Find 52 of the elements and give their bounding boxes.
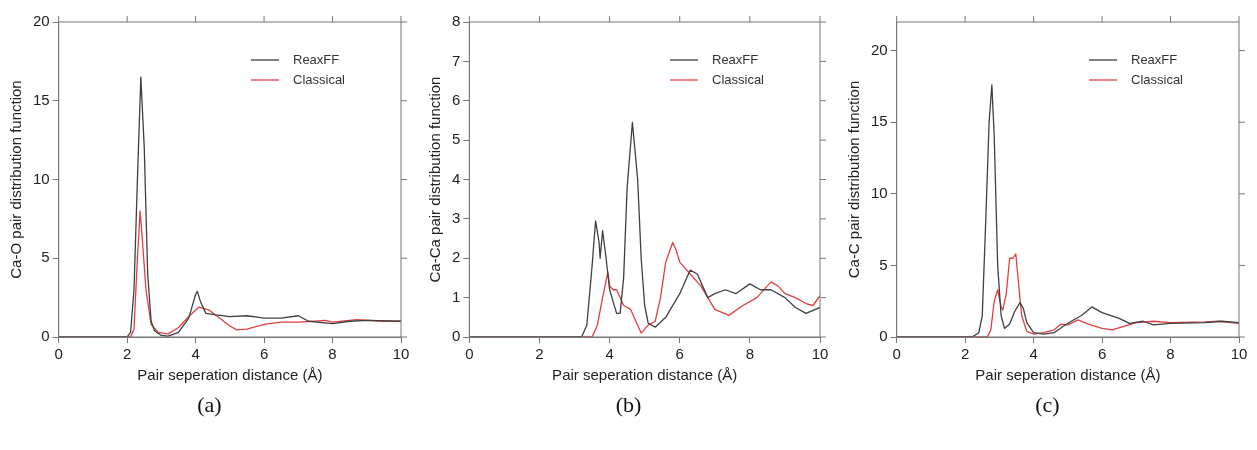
x-tick-label: 4 bbox=[1029, 345, 1038, 363]
y-tick-label: 6 bbox=[452, 90, 461, 108]
legend-label: ReaxFF bbox=[293, 51, 340, 67]
y-tick-label: 15 bbox=[871, 112, 888, 130]
x-tick-label: 0 bbox=[465, 345, 474, 363]
text: (a) bbox=[196, 392, 223, 418]
y-axis-title: Ca-O pair distribution function bbox=[7, 80, 25, 279]
y-tick-label: 5 bbox=[452, 130, 461, 148]
text: (b) bbox=[614, 392, 643, 418]
y-tick-label: 5 bbox=[41, 248, 50, 266]
x-tick-label: 8 bbox=[328, 345, 337, 363]
y-tick-label: 4 bbox=[452, 169, 461, 187]
y-tick-label: 5 bbox=[879, 255, 888, 273]
legend-label: ReaxFF bbox=[712, 51, 759, 67]
x-tick-label: 6 bbox=[259, 345, 269, 363]
x-tick-label: 10 bbox=[811, 345, 829, 363]
x-tick-label: 0 bbox=[892, 345, 901, 363]
legend-label: ReaxFF bbox=[1131, 51, 1178, 67]
x-tick-label: 8 bbox=[1166, 345, 1175, 363]
x-tick-label: 0 bbox=[54, 345, 63, 363]
y-tick-label: 15 bbox=[33, 90, 50, 108]
legend-label: Classical bbox=[1131, 71, 1184, 87]
y-tick-label: 10 bbox=[871, 183, 888, 201]
x-axis-title: Pair seperation distance (Å) bbox=[137, 366, 323, 384]
y-tick-label: 0 bbox=[41, 327, 50, 345]
x-tick-label: 6 bbox=[1097, 345, 1107, 363]
x-tick-label: 4 bbox=[605, 345, 614, 363]
y-tick-label: 7 bbox=[452, 51, 461, 69]
x-tick-label: 2 bbox=[122, 345, 132, 363]
text: (c) bbox=[1034, 392, 1061, 418]
legend-label: Classical bbox=[712, 71, 765, 87]
y-axis-title: Ca-C pair distribution function bbox=[845, 80, 863, 279]
y-tick-label: 8 bbox=[452, 12, 461, 30]
y-tick-label: 3 bbox=[452, 209, 461, 227]
y-axis-title: Ca-Ca pair distribution function bbox=[426, 76, 444, 283]
y-tick-label: 10 bbox=[33, 169, 50, 187]
y-tick-label: 2 bbox=[452, 248, 461, 266]
x-tick-label: 2 bbox=[535, 345, 544, 363]
x-axis-title: Pair seperation distance (Å) bbox=[975, 366, 1161, 384]
x-tick-label: 2 bbox=[960, 345, 970, 363]
x-tick-label: 10 bbox=[1230, 345, 1248, 363]
x-axis-title: Pair seperation distance (Å) bbox=[552, 366, 738, 384]
y-tick-label: 20 bbox=[33, 12, 50, 30]
y-tick-label: 0 bbox=[879, 327, 888, 345]
y-tick-label: 1 bbox=[452, 287, 461, 305]
x-tick-label: 6 bbox=[675, 345, 684, 363]
x-tick-label: 4 bbox=[191, 345, 200, 363]
x-tick-label: 10 bbox=[392, 345, 410, 363]
y-tick-label: 20 bbox=[871, 40, 888, 58]
legend-label: Classical bbox=[293, 71, 346, 87]
x-tick-label: 8 bbox=[745, 345, 755, 363]
y-tick-label: 0 bbox=[452, 327, 461, 345]
